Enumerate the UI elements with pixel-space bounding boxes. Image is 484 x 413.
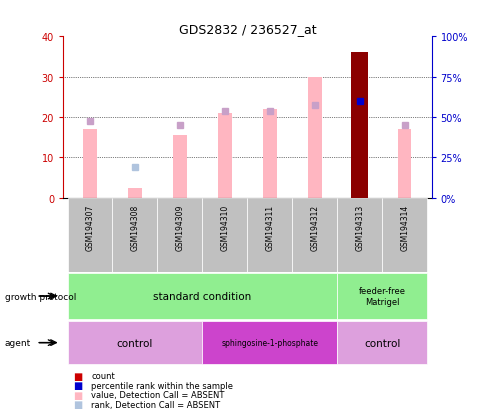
Text: agent: agent xyxy=(5,338,31,347)
Text: ■: ■ xyxy=(73,390,82,400)
Bar xyxy=(350,53,368,198)
Text: control: control xyxy=(117,338,153,348)
Text: GSM194314: GSM194314 xyxy=(399,204,408,250)
Bar xyxy=(173,136,186,198)
Text: ■: ■ xyxy=(73,380,82,390)
Bar xyxy=(381,198,426,273)
Text: ■: ■ xyxy=(73,399,82,409)
Bar xyxy=(336,321,426,365)
Bar xyxy=(83,130,97,198)
Text: ■: ■ xyxy=(73,371,82,381)
Text: GSM194310: GSM194310 xyxy=(220,204,229,250)
Bar xyxy=(67,198,112,273)
Text: GSM194311: GSM194311 xyxy=(265,204,274,250)
Bar xyxy=(218,114,231,198)
Text: count: count xyxy=(91,371,115,380)
Bar xyxy=(262,109,276,198)
Text: growth protocol: growth protocol xyxy=(5,292,76,301)
Text: GSM194312: GSM194312 xyxy=(310,204,318,250)
Bar xyxy=(128,188,141,198)
Text: percentile rank within the sample: percentile rank within the sample xyxy=(91,381,233,390)
Bar xyxy=(336,273,426,319)
Text: control: control xyxy=(363,338,400,348)
Bar xyxy=(397,130,410,198)
Title: GDS2832 / 236527_at: GDS2832 / 236527_at xyxy=(178,23,316,36)
Text: GSM194313: GSM194313 xyxy=(354,204,363,250)
Bar xyxy=(67,321,202,365)
Text: sphingosine-1-phosphate: sphingosine-1-phosphate xyxy=(221,338,318,347)
Bar xyxy=(247,198,292,273)
Text: GSM194307: GSM194307 xyxy=(85,204,94,250)
Bar xyxy=(292,198,336,273)
Bar xyxy=(336,198,381,273)
Bar xyxy=(67,273,336,319)
Bar xyxy=(202,198,247,273)
Text: GSM194308: GSM194308 xyxy=(130,204,139,250)
Bar xyxy=(157,198,202,273)
Bar xyxy=(307,78,321,198)
Bar xyxy=(112,198,157,273)
Text: feeder-free
Matrigel: feeder-free Matrigel xyxy=(358,287,405,306)
Text: value, Detection Call = ABSENT: value, Detection Call = ABSENT xyxy=(91,390,224,399)
Text: rank, Detection Call = ABSENT: rank, Detection Call = ABSENT xyxy=(91,400,220,409)
Text: GSM194309: GSM194309 xyxy=(175,204,184,250)
Text: standard condition: standard condition xyxy=(153,291,251,301)
Bar xyxy=(202,321,336,365)
